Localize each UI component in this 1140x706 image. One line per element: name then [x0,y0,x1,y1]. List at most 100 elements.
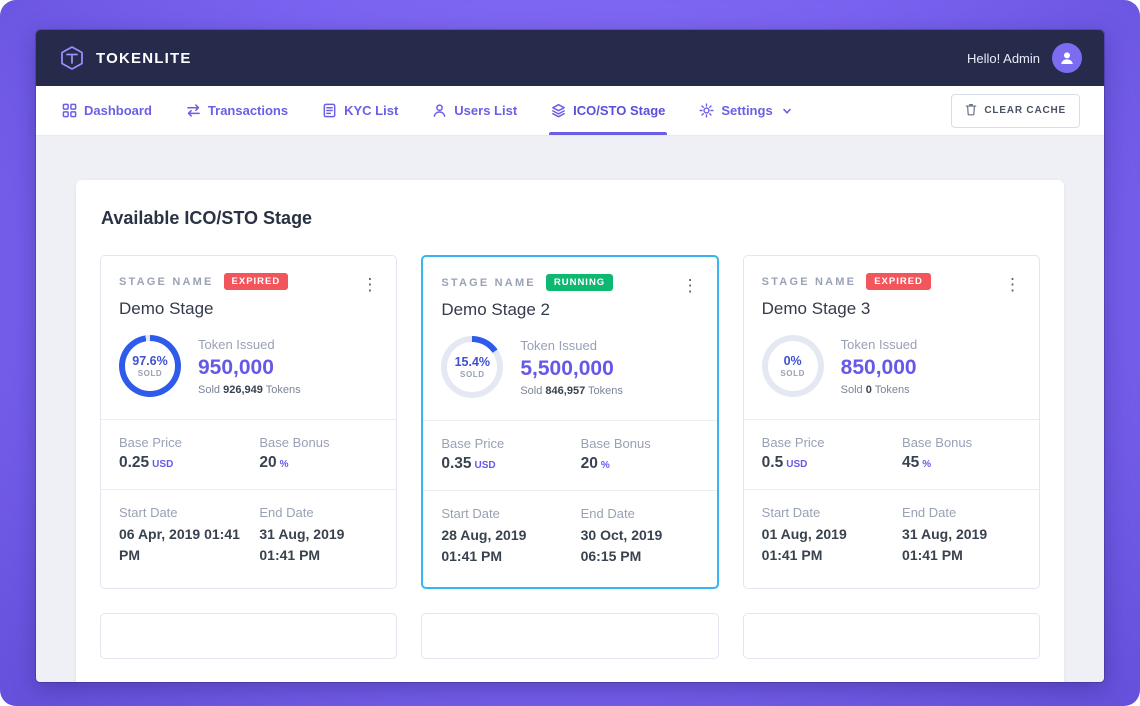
sold-caption: SOLD [780,369,805,379]
avatar[interactable] [1052,43,1082,73]
layers-icon [551,103,566,118]
brand-name: TOKENLITE [96,49,192,67]
base-price-label: Base Price [119,435,182,451]
clear-cache-button[interactable]: CLEAR CACHE [951,93,1080,128]
price-row: Base Price 0.35 USD Base Bonus 20% [423,420,717,490]
status-badge: RUNNING [545,274,614,292]
tab-dashboard[interactable]: Dashboard [60,86,154,135]
start-date-value: 28 Aug, 2019 01:41 PM [441,527,527,565]
grid-icon [62,103,77,118]
stage-name-label: STAGE NAME [119,275,214,288]
kebab-menu-button[interactable]: ⋮ [353,272,386,297]
sold-tokens-line: Sold 0 Tokens [840,383,910,396]
token-issued-value: 950,000 [198,355,274,379]
stage-card-partial [100,613,398,660]
stage-name-label: STAGE NAME [761,275,857,288]
base-bonus-label: Base Bonus [902,435,973,451]
tokenlite-logo-icon [58,44,86,72]
sold-caption: SOLD [137,369,163,379]
greeting-text: Hello! Admin [967,50,1040,66]
kebab-menu-button[interactable]: ⋮ [996,272,1029,297]
sold-percent: 15.4% [454,355,491,370]
sold-donut-chart: 0% SOLD [761,335,824,398]
main-nav: Dashboard Transactions KYC List [36,86,1104,136]
nav-label: KYC List [344,103,399,118]
nav-label: Settings [721,103,773,118]
base-price-label: Base Price [441,436,505,452]
nav-label: Transactions [207,103,289,118]
base-bonus-value: 20% [259,454,289,472]
content-area: Available ICO/STO Stage STAGE NAME EXPIR… [36,136,1104,682]
stage-card: STAGE NAME EXPIRED ⋮ Demo Stage 97.6% SO… [100,255,398,590]
stage-card-partial [421,613,719,660]
token-issued-value: 850,000 [840,355,917,379]
sold-tokens-line: Sold 846,957 Tokens [520,384,623,397]
base-price-value: 0.35 USD [441,455,496,473]
start-date-label: Start Date [441,506,500,522]
clear-cache-label: CLEAR CACHE [984,105,1066,116]
page-title: Available ICO/STO Stage [101,208,313,228]
sold-donut-chart: 97.6% SOLD [119,335,181,398]
stage-grid: STAGE NAME EXPIRED ⋮ Demo Stage 97.6% SO… [100,255,1040,660]
top-bar: TOKENLITE Hello! Admin [36,30,1104,86]
base-bonus-label: Base Bonus [259,435,330,451]
sold-percent: 97.6% [132,354,168,369]
date-row: Start Date 06 Apr, 2019 01:41 PM End Dat… [101,489,397,586]
trash-icon [965,103,977,119]
base-price-value: 0.25 USD [119,454,174,472]
base-bonus-value: 45% [902,454,932,472]
token-issued-label: Token Issued [198,336,275,352]
stage-panel: Available ICO/STO Stage STAGE NAME EXPIR… [76,180,1064,682]
start-date-value: 01 Aug, 2019 01:41 PM [761,526,847,564]
token-issued-value: 5,500,000 [520,356,614,380]
start-date-value: 06 Apr, 2019 01:41 PM [119,526,240,564]
sold-donut-chart: 15.4% SOLD [441,336,504,399]
token-issued-label: Token Issued [840,336,918,352]
base-price-label: Base Price [761,435,825,451]
user-icon [1061,52,1073,64]
base-price-value: 0.5 USD [761,454,808,472]
price-row: Base Price 0.25 USD Base Bonus 20% [101,419,397,489]
end-date-label: End Date [902,505,957,521]
transfer-arrows-icon [186,103,201,118]
end-date-value: 31 Aug, 2019 01:41 PM [259,526,345,564]
stage-card-partial [742,613,1040,660]
sold-caption: SOLD [460,370,485,380]
end-date-value: 30 Oct, 2019 06:15 PM [580,527,663,565]
tab-ico-sto-stage[interactable]: ICO/STO Stage [549,86,668,135]
end-date-value: 31 Aug, 2019 01:41 PM [902,526,988,564]
end-date-label: End Date [580,506,635,522]
chevron-down-icon [782,106,792,116]
nav-label: ICO/STO Stage [573,103,666,118]
stage-title: Demo Stage 3 [761,299,871,319]
app-window: TOKENLITE Hello! Admin Dashboard [36,30,1104,682]
base-bonus-label: Base Bonus [580,436,651,452]
kebab-menu-button[interactable]: ⋮ [674,273,707,298]
status-badge: EXPIRED [866,273,931,291]
nav-label: Users List [454,103,518,118]
stage-title: Demo Stage 2 [441,300,551,320]
tab-kyc-list[interactable]: KYC List [320,86,400,135]
tab-settings[interactable]: Settings [697,86,793,135]
stage-card: STAGE NAME EXPIRED ⋮ Demo Stage 3 0% SOL… [742,255,1040,590]
nav-label: Dashboard [84,103,152,118]
date-row: Start Date 01 Aug, 2019 01:41 PM End Dat… [743,489,1039,586]
date-row: Start Date 28 Aug, 2019 01:41 PM End Dat… [423,490,717,587]
gear-icon [699,103,714,118]
tab-transactions[interactable]: Transactions [184,86,290,135]
sold-percent: 0% [783,354,802,369]
tab-users-list[interactable]: Users List [430,86,519,135]
stage-title: Demo Stage [119,299,214,319]
user-icon [432,103,447,118]
price-row: Base Price 0.5 USD Base Bonus 45% [743,419,1039,489]
status-badge: EXPIRED [223,273,289,291]
token-issued-label: Token Issued [520,337,597,353]
end-date-label: End Date [259,505,314,521]
stage-name-label: STAGE NAME [441,276,536,289]
list-document-icon [322,103,337,118]
start-date-label: Start Date [761,505,821,521]
base-bonus-value: 20% [580,455,610,473]
sold-tokens-line: Sold 926,949 Tokens [198,383,301,396]
start-date-label: Start Date [119,505,178,521]
